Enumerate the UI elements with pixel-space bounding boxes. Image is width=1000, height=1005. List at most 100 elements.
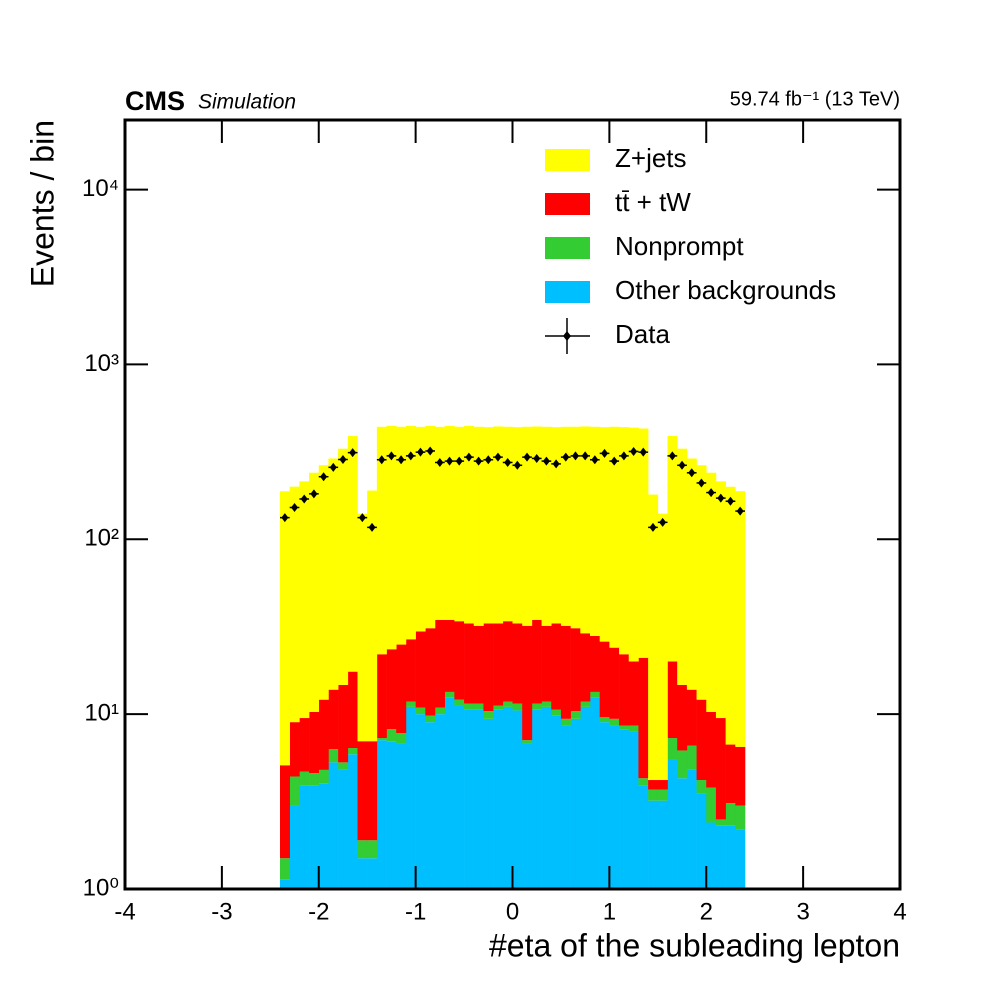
histogram-bar xyxy=(347,748,358,755)
histogram-bar xyxy=(551,427,562,624)
histogram-bar xyxy=(619,654,630,726)
histogram-bar xyxy=(735,491,746,747)
histogram-bar xyxy=(473,703,484,710)
histogram-bar xyxy=(560,725,571,889)
histogram-bar xyxy=(299,718,310,772)
histogram-bar xyxy=(677,684,688,751)
histogram-bar xyxy=(648,494,659,781)
data-point xyxy=(630,446,638,456)
histogram-bar xyxy=(289,776,300,806)
histogram-bar xyxy=(454,705,465,889)
histogram-bar xyxy=(473,426,484,626)
legend-label: Nonprompt xyxy=(615,231,744,261)
histogram-bar xyxy=(396,644,407,734)
histogram-bar xyxy=(570,426,581,629)
legend-label: tt̄ + tW xyxy=(615,187,691,217)
histogram-bar xyxy=(299,771,310,786)
histogram-bar xyxy=(638,785,649,889)
histogram-bar xyxy=(522,625,533,741)
histogram-bar xyxy=(570,711,581,719)
histogram-bar xyxy=(502,621,513,702)
histogram-bar xyxy=(715,825,726,889)
x-tick-label: -3 xyxy=(211,898,232,925)
histogram-bar xyxy=(648,789,659,801)
data-point xyxy=(329,462,337,472)
histogram-bar xyxy=(347,671,358,749)
data-point xyxy=(591,455,599,465)
histogram-bar xyxy=(590,426,600,636)
histogram-bar xyxy=(531,703,542,710)
histogram-bar xyxy=(657,513,668,781)
histogram-bar xyxy=(512,710,523,889)
histogram-bar xyxy=(338,684,349,763)
histogram-bar xyxy=(415,714,426,889)
legend-marker xyxy=(563,331,571,341)
data-point xyxy=(349,448,357,458)
histogram-bar xyxy=(415,631,426,708)
data-point xyxy=(523,452,531,462)
data-point xyxy=(397,455,405,465)
histogram-bar xyxy=(454,426,465,622)
y-axis-label: Events / bin xyxy=(24,120,60,287)
histogram-bar xyxy=(309,472,320,712)
histogram-bar xyxy=(686,769,697,889)
histogram-bar xyxy=(464,425,475,624)
histogram-bar xyxy=(386,425,397,650)
legend-label: Data xyxy=(615,319,670,349)
histogram-bar xyxy=(280,765,290,859)
histogram-bar xyxy=(522,740,533,744)
histogram-bar xyxy=(309,785,320,889)
legend-label: Other backgrounds xyxy=(615,275,836,305)
histogram-bar xyxy=(299,785,310,889)
data-point xyxy=(668,451,676,461)
x-tick-label: 4 xyxy=(893,898,906,925)
data-point xyxy=(475,456,483,466)
histogram-bar xyxy=(735,746,746,806)
histogram-bar xyxy=(483,623,494,712)
histogram-bar xyxy=(502,426,513,622)
data-point xyxy=(601,448,609,458)
histogram-bar xyxy=(706,472,717,712)
histogram-bar xyxy=(531,619,542,704)
data-point xyxy=(726,496,734,506)
histogram-bar xyxy=(464,623,475,704)
histogram-bar xyxy=(367,858,378,889)
histogram-bar xyxy=(512,623,523,704)
histogram-bar xyxy=(599,427,610,642)
data-point xyxy=(620,451,628,461)
histogram-bar xyxy=(376,426,387,655)
histogram-bar xyxy=(725,803,736,826)
histogram-bar xyxy=(386,741,397,889)
histogram-bar xyxy=(376,738,387,741)
histogram-bar xyxy=(367,741,378,841)
data-point xyxy=(339,454,347,464)
histogram-bar xyxy=(657,789,668,801)
histogram-bar xyxy=(425,628,436,716)
histogram-bar xyxy=(560,625,571,719)
histogram-bar xyxy=(493,426,504,624)
subtitle: Simulation xyxy=(198,91,296,114)
data-point xyxy=(416,447,424,457)
histogram-bar xyxy=(299,481,310,719)
histogram-bar xyxy=(309,773,320,786)
data-point xyxy=(610,456,618,466)
histogram-bar xyxy=(522,743,533,889)
histogram-bar xyxy=(357,858,368,889)
data-point xyxy=(446,456,454,466)
histogram-bar xyxy=(425,722,436,889)
data-point xyxy=(513,460,521,470)
data-point xyxy=(659,517,667,527)
histogram-bar xyxy=(435,707,445,715)
histogram-bar xyxy=(638,428,649,658)
data-point xyxy=(649,522,657,532)
legend-label: Z+jets xyxy=(615,143,687,173)
histogram-bar xyxy=(570,628,581,712)
x-tick-label: 3 xyxy=(796,898,809,925)
x-tick-label: -1 xyxy=(405,898,426,925)
histogram-bar xyxy=(338,769,349,889)
histogram-bar xyxy=(735,829,746,889)
histogram-bar xyxy=(435,714,445,889)
histogram-bar xyxy=(280,858,290,880)
histogram-bar xyxy=(590,691,600,698)
